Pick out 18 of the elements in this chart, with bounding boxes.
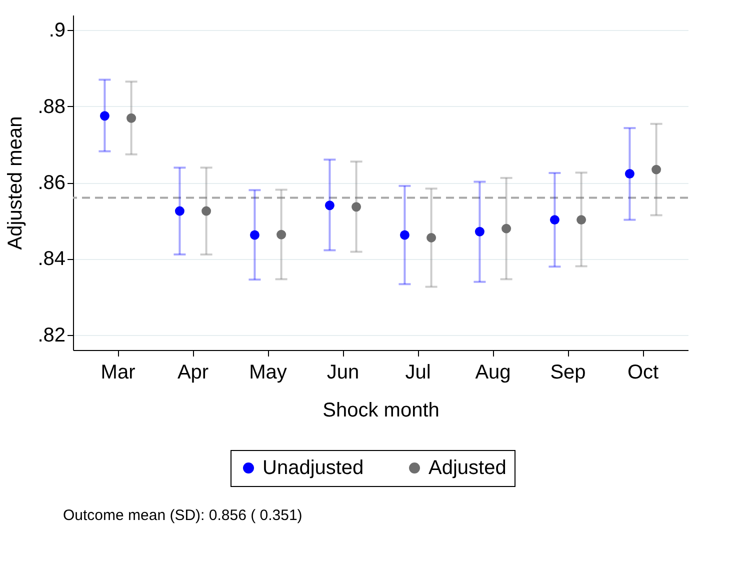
x-tick-label: Mar — [100, 362, 136, 384]
y-axis-title: Adjusted mean — [4, 116, 27, 250]
x-tick-label: Jul — [405, 362, 431, 384]
x-tick-label: Jun — [326, 362, 360, 384]
y-tick-label: .84 — [38, 248, 66, 270]
x-tick-label: Sep — [550, 362, 586, 384]
x-axis-title: Shock month — [322, 400, 440, 422]
y-tick-label: .9 — [48, 20, 66, 42]
x-tick-label: Aug — [475, 362, 511, 384]
x-tick-label: May — [249, 362, 287, 384]
x-tick-label: Apr — [177, 362, 209, 384]
y-tick-label: .88 — [38, 96, 66, 118]
x-tick-label: Oct — [627, 362, 659, 384]
legend-label: Unadjusted — [262, 457, 364, 479]
y-tick-label: .86 — [38, 172, 66, 194]
y-tick-label: .82 — [38, 324, 66, 346]
text: Outcome mean (SD): 0.856 ( 0.351) — [63, 507, 302, 524]
legend-label: Adjusted — [428, 457, 506, 479]
